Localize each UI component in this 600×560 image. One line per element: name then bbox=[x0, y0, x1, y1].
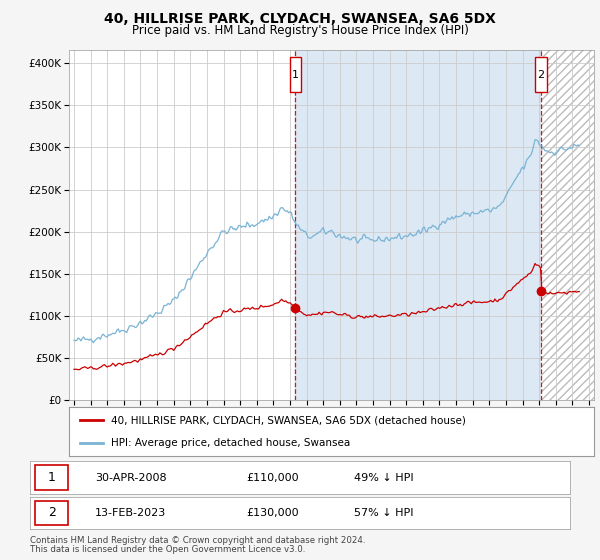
Text: 49% ↓ HPI: 49% ↓ HPI bbox=[354, 473, 413, 483]
Text: 30-APR-2008: 30-APR-2008 bbox=[95, 473, 166, 483]
Text: Price paid vs. HM Land Registry's House Price Index (HPI): Price paid vs. HM Land Registry's House … bbox=[131, 24, 469, 36]
Text: 1: 1 bbox=[47, 471, 56, 484]
FancyBboxPatch shape bbox=[35, 465, 68, 490]
Text: 13-FEB-2023: 13-FEB-2023 bbox=[95, 508, 166, 518]
Text: Contains HM Land Registry data © Crown copyright and database right 2024.: Contains HM Land Registry data © Crown c… bbox=[30, 536, 365, 545]
FancyBboxPatch shape bbox=[290, 58, 301, 92]
Text: 1: 1 bbox=[292, 70, 299, 80]
FancyBboxPatch shape bbox=[535, 58, 547, 92]
Text: £110,000: £110,000 bbox=[246, 473, 299, 483]
FancyBboxPatch shape bbox=[35, 501, 68, 525]
Text: 40, HILLRISE PARK, CLYDACH, SWANSEA, SA6 5DX: 40, HILLRISE PARK, CLYDACH, SWANSEA, SA6… bbox=[104, 12, 496, 26]
Text: 2: 2 bbox=[538, 70, 545, 80]
Text: HPI: Average price, detached house, Swansea: HPI: Average price, detached house, Swan… bbox=[111, 437, 350, 447]
Text: 2: 2 bbox=[47, 506, 56, 520]
Text: 57% ↓ HPI: 57% ↓ HPI bbox=[354, 508, 413, 518]
Text: £130,000: £130,000 bbox=[246, 508, 299, 518]
Text: 40, HILLRISE PARK, CLYDACH, SWANSEA, SA6 5DX (detached house): 40, HILLRISE PARK, CLYDACH, SWANSEA, SA6… bbox=[111, 416, 466, 426]
Text: This data is licensed under the Open Government Licence v3.0.: This data is licensed under the Open Gov… bbox=[30, 545, 305, 554]
